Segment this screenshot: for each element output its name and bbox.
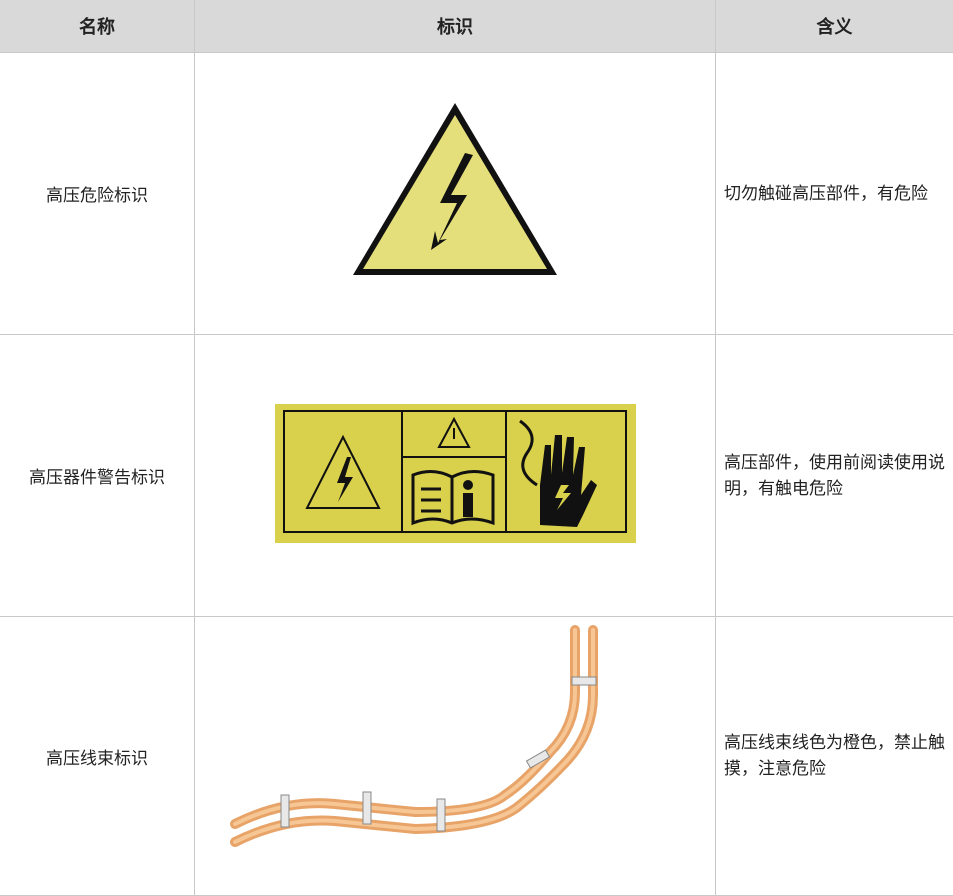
- header-cell: 标识: [195, 0, 716, 53]
- high-voltage-triangle: [353, 103, 557, 275]
- sign-cell: [195, 53, 716, 335]
- sign-cell: [195, 335, 716, 617]
- sign-cell: [195, 617, 716, 896]
- meaning-cell: 高压线束线色为橙色，禁止触摸，注意危险: [716, 617, 953, 896]
- orange-cable-harness: [230, 625, 598, 847]
- meaning-cell: 切勿触碰高压部件，有危险: [716, 53, 953, 335]
- meaning-cell: 高压部件，使用前阅读使用说明，有触电危险: [716, 335, 953, 617]
- header-cell: 名称: [0, 0, 195, 53]
- warning-label: [275, 404, 636, 543]
- name-cell: 高压危险标识: [0, 53, 195, 335]
- header-cell: 含义: [716, 0, 953, 53]
- name-cell: 高压器件警告标识: [0, 335, 195, 617]
- name-cell: 高压线束标识: [0, 617, 195, 896]
